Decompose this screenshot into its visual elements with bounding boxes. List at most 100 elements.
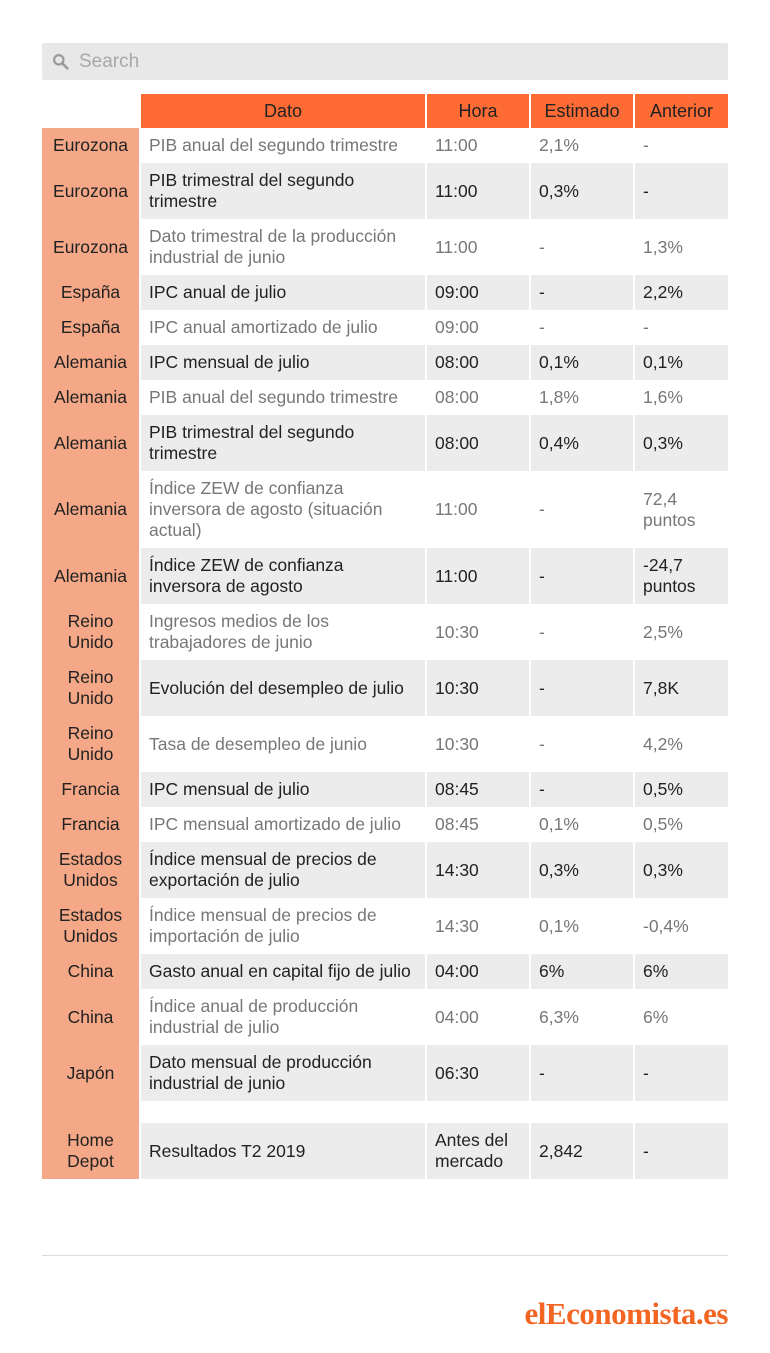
cell-dato: Tasa de desempleo de junio: [141, 716, 425, 772]
cell-estimado: 2,842: [531, 1123, 633, 1179]
cell-country: Eurozona: [42, 219, 139, 275]
cell-anterior: 7,8K: [635, 660, 728, 716]
cell-hora: 11:00: [427, 128, 529, 163]
cell-hora: 11:00: [427, 163, 529, 219]
cell-estimado: 0,3%: [531, 163, 633, 219]
cell-dato: IPC mensual de julio: [141, 772, 425, 807]
table-row: Alemania IPC mensual de julio 08:00 0,1% 0,1…: [42, 345, 728, 380]
cell-estimado: 2,1%: [531, 128, 633, 163]
cell-country: Estados Unidos: [42, 842, 139, 898]
cell-estimado: -: [531, 1045, 633, 1101]
table-row: España IPC anual de julio 09:00-2,2%: [42, 275, 728, 310]
cell-dato: Índice ZEW de confianza inversora de ago…: [141, 548, 425, 604]
cell-country: Alemania: [42, 471, 139, 548]
table-row: Japón Dato mensual de producción industri…: [42, 1045, 728, 1101]
cell-country: Alemania: [42, 345, 139, 380]
table-row: Francia IPC mensual amortizado de julio 08…: [42, 807, 728, 842]
cell-hora: Antes del mercado: [427, 1123, 529, 1179]
header-hora[interactable]: Hora: [427, 94, 529, 128]
cell-hora: 14:30: [427, 898, 529, 954]
cell-country: España: [42, 310, 139, 345]
cell-hora: 10:30: [427, 604, 529, 660]
cell-hora: 04:00: [427, 954, 529, 989]
cell-estimado: 6%: [531, 954, 633, 989]
search-icon: [53, 54, 69, 70]
cell-anterior: 0,5%: [635, 772, 728, 807]
cell-dato: Índice ZEW de confianza inversora de ago…: [141, 471, 425, 548]
cell-anterior: -0,4%: [635, 898, 728, 954]
cell-anterior: -24,7 puntos: [635, 548, 728, 604]
cell-dato: Gasto anual en capital fijo de julio: [141, 954, 425, 989]
cell-country: España: [42, 275, 139, 310]
cell-dato: [141, 1101, 425, 1123]
header-estimado[interactable]: Estimado: [531, 94, 633, 128]
table-row: Eurozona PIB anual del segundo trimestre 1…: [42, 128, 728, 163]
cell-dato: Índice mensual de precios de exportación…: [141, 842, 425, 898]
cell-country: Alemania: [42, 415, 139, 471]
header-dato[interactable]: Dato: [141, 94, 425, 128]
cell-dato: PIB anual del segundo trimestre: [141, 380, 425, 415]
cell-anterior: 1,6%: [635, 380, 728, 415]
cell-anterior: 6%: [635, 954, 728, 989]
table-row: Francia IPC mensual de julio 08:45-0,5%: [42, 772, 728, 807]
cell-anterior: 0,5%: [635, 807, 728, 842]
cell-estimado: 1,8%: [531, 380, 633, 415]
cell-anterior: 0,1%: [635, 345, 728, 380]
cell-dato: PIB trimestral del segundo trimestre: [141, 415, 425, 471]
cell-dato: IPC anual amortizado de julio: [141, 310, 425, 345]
cell-anterior: 72,4 puntos: [635, 471, 728, 548]
cell-anterior: -: [635, 310, 728, 345]
cell-country: China: [42, 989, 139, 1045]
cell-hora: 08:45: [427, 772, 529, 807]
cell-anterior: 0,3%: [635, 842, 728, 898]
search-input[interactable]: [77, 49, 681, 74]
table-row: Alemania PIB anual del segundo trimestre 0…: [42, 380, 728, 415]
cell-country: Alemania: [42, 548, 139, 604]
cell-dato: IPC mensual amortizado de julio: [141, 807, 425, 842]
cell-hora: 08:00: [427, 380, 529, 415]
cell-country: Eurozona: [42, 163, 139, 219]
cell-country: Reino Unido: [42, 604, 139, 660]
cell-dato: Evolución del desempleo de julio: [141, 660, 425, 716]
cell-anterior: -: [635, 128, 728, 163]
cell-country: Francia: [42, 807, 139, 842]
cell-country: Eurozona: [42, 128, 139, 163]
cell-dato: PIB trimestral del segundo trimestre: [141, 163, 425, 219]
table-row: Reino Unido Evolución del desempleo de ju…: [42, 660, 728, 716]
cell-anterior: 4,2%: [635, 716, 728, 772]
footer-divider: [42, 1255, 728, 1256]
cell-anterior: 2,2%: [635, 275, 728, 310]
table-row: China Índice anual de producción industri…: [42, 989, 728, 1045]
header-anterior[interactable]: Anterior: [635, 94, 728, 128]
cell-hora: 10:30: [427, 716, 529, 772]
cell-country: Reino Unido: [42, 660, 139, 716]
cell-hora: 08:45: [427, 807, 529, 842]
table-row: Eurozona PIB trimestral del segundo trime…: [42, 163, 728, 219]
table-row: Alemania Índice ZEW de confianza inversor…: [42, 548, 728, 604]
cell-country: Francia: [42, 772, 139, 807]
table-row: Alemania Índice ZEW de confianza inversor…: [42, 471, 728, 548]
cell-estimado: -: [531, 772, 633, 807]
eleconomista-logo[interactable]: elEconomista.es: [524, 1296, 729, 1331]
cell-dato: IPC anual de julio: [141, 275, 425, 310]
cell-hora: 04:00: [427, 989, 529, 1045]
table-header-row: Dato Hora Estimado Anterior: [42, 94, 728, 128]
cell-estimado: -: [531, 660, 633, 716]
cell-estimado: 0,4%: [531, 415, 633, 471]
cell-hora: 10:30: [427, 660, 529, 716]
cell-estimado: 6,3%: [531, 989, 633, 1045]
cell-hora: 06:30: [427, 1045, 529, 1101]
table-row: Home Depot Resultados T2 2019 Antes del me…: [42, 1123, 728, 1179]
table-row: Estados Unidos Índice mensual de precios …: [42, 898, 728, 954]
cell-anterior: 1,3%: [635, 219, 728, 275]
cell-hora: [427, 1101, 529, 1123]
cell-anterior: 6%: [635, 989, 728, 1045]
cell-country: Alemania: [42, 380, 139, 415]
cell-dato: Índice anual de producción industrial de…: [141, 989, 425, 1045]
cell-estimado: -: [531, 716, 633, 772]
cell-anterior: 2,5%: [635, 604, 728, 660]
cell-estimado: 0,1%: [531, 807, 633, 842]
cell-anterior: 0,3%: [635, 415, 728, 471]
cell-estimado: 0,3%: [531, 842, 633, 898]
search-bar[interactable]: [42, 43, 728, 80]
